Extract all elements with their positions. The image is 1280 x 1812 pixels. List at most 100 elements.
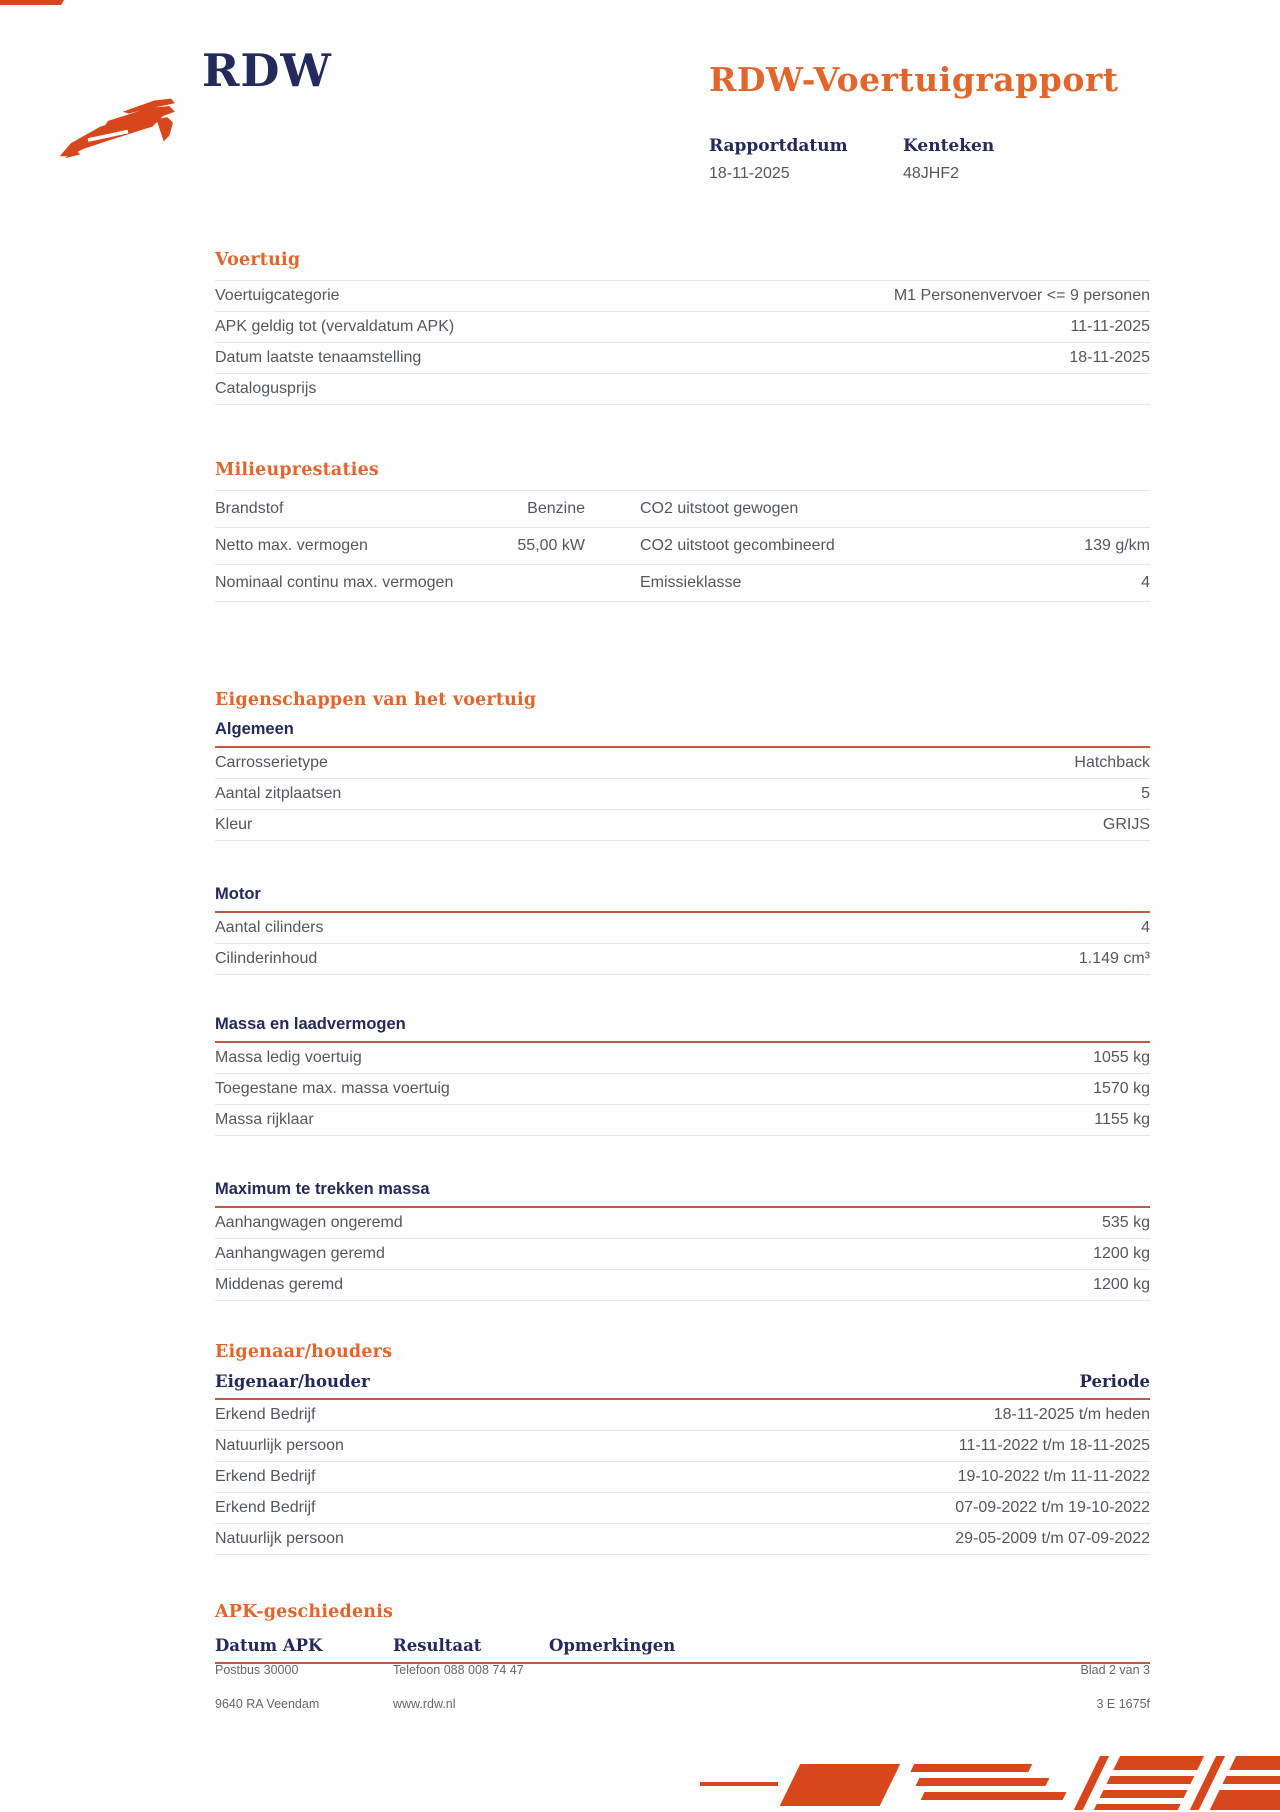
row-label: Aanhangwagen ongeremd bbox=[215, 1214, 403, 1231]
section-title-milieu: Milieuprestaties bbox=[215, 460, 379, 480]
period-cell: 11-11-2022 t/m 18-11-2025 bbox=[958, 1437, 1150, 1454]
trekken-table: Aanhangwagen ongeremd 535 kg Aanhangwage… bbox=[215, 1208, 1150, 1301]
section-voertuig: Voertuig Voertuigcategorie M1 Personenve… bbox=[215, 250, 1150, 405]
section-eigenaar: Eigenaar/houders Eigenaar/houder Periode… bbox=[215, 1342, 1150, 1555]
row-value: 55,00 kW bbox=[517, 537, 585, 554]
row-value: 4 bbox=[1141, 574, 1150, 591]
row-label: Aantal zitplaatsen bbox=[215, 785, 342, 802]
footer-row-1: Postbus 30000 Telefoon 088 008 74 47 Bla… bbox=[215, 1663, 1150, 1677]
table-row: Aanhangwagen ongeremd 535 kg bbox=[215, 1208, 1150, 1239]
row-label: Nominaal continu max. vermogen bbox=[215, 574, 454, 591]
row-value: M1 Personenvervoer <= 9 personen bbox=[893, 287, 1150, 304]
row-label: Toegestane max. massa voertuig bbox=[215, 1080, 450, 1097]
table-row: Datum laatste tenaamstelling 18-11-2025 bbox=[215, 343, 1150, 374]
rdw-logo-bird-icon bbox=[59, 98, 175, 159]
subsection-algemeen: Algemeen Carrosserietype Hatchback Aanta… bbox=[215, 720, 1150, 841]
row-value: 1200 kg bbox=[1093, 1276, 1150, 1293]
owner-cell: Erkend Bedrijf bbox=[215, 1499, 316, 1516]
row-value: GRIJS bbox=[1102, 816, 1150, 833]
section-eigenschappen: Eigenschappen van het voertuig Algemeen … bbox=[215, 690, 1150, 1301]
row-label: Middenas geremd bbox=[215, 1276, 344, 1293]
kenteken-value: 48JHF2 bbox=[903, 165, 960, 182]
title-block: RDW-Voertuigrapport bbox=[709, 60, 1169, 99]
row-label: CO2 uitstoot gecombineerd bbox=[640, 537, 835, 554]
row-label: Voertuigcategorie bbox=[215, 287, 340, 304]
row-value: 5 bbox=[1141, 785, 1150, 802]
brand-wordmark: RDW bbox=[202, 44, 332, 97]
subsection-title: Motor bbox=[215, 885, 1150, 913]
subsection-title: Algemeen bbox=[215, 720, 1150, 748]
footer-row-2: 9640 RA Veendam www.rdw.nl 3 E 1675f bbox=[215, 1697, 1150, 1711]
row-value: 1570 kg bbox=[1093, 1080, 1150, 1097]
table-row: Netto max. vermogen 55,00 kW CO2 uitstoo… bbox=[215, 528, 1150, 565]
period-cell: 29-05-2009 t/m 07-09-2022 bbox=[955, 1530, 1150, 1547]
table-row: Erkend Bedrijf 18-11-2025 t/m heden bbox=[215, 1400, 1150, 1431]
meta-kenteken: Kenteken 48JHF2 bbox=[903, 136, 1097, 183]
top-edge-graphic bbox=[0, 0, 64, 5]
owner-cell: Erkend Bedrijf bbox=[215, 1468, 316, 1485]
row-label: Aanhangwagen geremd bbox=[215, 1245, 385, 1262]
voertuig-table: Voertuigcategorie M1 Personenvervoer <= … bbox=[215, 280, 1150, 405]
row-value: 1055 kg bbox=[1093, 1049, 1150, 1066]
subsection-title: Maximum te trekken massa bbox=[215, 1180, 1150, 1208]
report-meta: Rapportdatum 18-11-2025 Kenteken 48JHF2 bbox=[709, 136, 1097, 183]
row-value: 1.149 cm³ bbox=[1078, 950, 1150, 967]
table-row: Nominaal continu max. vermogen Emissiekl… bbox=[215, 565, 1150, 602]
page-title: RDW-Voertuigrapport bbox=[709, 60, 1119, 99]
table-row: Massa ledig voertuig 1055 kg bbox=[215, 1043, 1150, 1074]
section-milieuprestaties: Milieuprestaties Brandstof Benzine CO2 u… bbox=[215, 460, 1150, 602]
column-header-datum-apk: Datum APK bbox=[215, 1636, 323, 1655]
footer-stripes-graphic bbox=[700, 1756, 1280, 1810]
row-label: Emissieklasse bbox=[640, 574, 742, 591]
table-row: APK geldig tot (vervaldatum APK) 11-11-2… bbox=[215, 312, 1150, 343]
subsection-massa: Massa en laadvermogen Massa ledig voertu… bbox=[215, 1015, 1150, 1136]
subsection-trekken: Maximum te trekken massa Aanhangwagen on… bbox=[215, 1180, 1150, 1301]
row-label: Datum laatste tenaamstelling bbox=[215, 349, 422, 366]
row-label: Massa rijklaar bbox=[215, 1111, 314, 1128]
kenteken-label: Kenteken bbox=[903, 136, 995, 156]
row-value: 11-11-2025 bbox=[1070, 318, 1150, 335]
column-header-owner: Eigenaar/houder bbox=[215, 1372, 370, 1391]
row-label: Aantal cilinders bbox=[215, 919, 324, 936]
row-value: Benzine bbox=[527, 500, 585, 517]
eigenaar-table: Erkend Bedrijf 18-11-2025 t/m heden Natu… bbox=[215, 1400, 1150, 1555]
row-label: CO2 uitstoot gewogen bbox=[640, 500, 799, 517]
table-row: Massa rijklaar 1155 kg bbox=[215, 1105, 1150, 1136]
table-row: Aantal zitplaatsen 5 bbox=[215, 779, 1150, 810]
subsection-motor: Motor Aantal cilinders 4 Cilinderinhoud … bbox=[215, 885, 1150, 975]
section-apk: APK-geschiedenis Datum APK Resultaat Opm… bbox=[215, 1602, 1150, 1664]
row-value: 535 kg bbox=[1101, 1214, 1150, 1231]
row-label: Carrosserietype bbox=[215, 754, 328, 771]
period-cell: 19-10-2022 t/m 11-11-2022 bbox=[957, 1468, 1150, 1485]
table-row: Cilinderinhoud 1.149 cm³ bbox=[215, 944, 1150, 975]
owner-cell: Natuurlijk persoon bbox=[215, 1437, 344, 1454]
section-title-voertuig: Voertuig bbox=[215, 250, 301, 270]
row-value: 1155 kg bbox=[1094, 1111, 1150, 1128]
period-cell: 07-09-2022 t/m 19-10-2022 bbox=[955, 1499, 1150, 1516]
table-row: Natuurlijk persoon 11-11-2022 t/m 18-11-… bbox=[215, 1431, 1150, 1462]
row-value: 4 bbox=[1141, 919, 1150, 936]
table-row: Middenas geremd 1200 kg bbox=[215, 1270, 1150, 1301]
section-title-apk: APK-geschiedenis bbox=[215, 1602, 394, 1622]
row-label: Kleur bbox=[215, 816, 253, 833]
footer-address-postbus: Postbus 30000 bbox=[215, 1663, 299, 1677]
algemeen-table: Carrosserietype Hatchback Aantal zitplaa… bbox=[215, 748, 1150, 841]
period-cell: 18-11-2025 t/m heden bbox=[993, 1406, 1150, 1423]
row-label: Massa ledig voertuig bbox=[215, 1049, 362, 1066]
footer-doc-code: 3 E 1675f bbox=[1096, 1697, 1150, 1711]
milieu-table: Brandstof Benzine CO2 uitstoot gewogen N… bbox=[215, 490, 1150, 602]
row-value: 18-11-2025 bbox=[1069, 349, 1150, 366]
table-row: Catalogusprijs bbox=[215, 374, 1150, 405]
rapportdatum-label: Rapportdatum bbox=[709, 136, 848, 156]
table-row: Erkend Bedrijf 19-10-2022 t/m 11-11-2022 bbox=[215, 1462, 1150, 1493]
rapportdatum-value: 18-11-2025 bbox=[709, 165, 790, 182]
table-row: Toegestane max. massa voertuig 1570 kg bbox=[215, 1074, 1150, 1105]
table-row: Brandstof Benzine CO2 uitstoot gewogen bbox=[215, 491, 1150, 528]
row-label: Catalogusprijs bbox=[215, 380, 317, 397]
footer-page-indicator: Blad 2 van 3 bbox=[1080, 1663, 1151, 1677]
row-value: 1200 kg bbox=[1093, 1245, 1150, 1262]
owner-cell: Natuurlijk persoon bbox=[215, 1530, 344, 1547]
eigenaar-table-header: Eigenaar/houder Periode bbox=[215, 1372, 1150, 1400]
footer-website: www.rdw.nl bbox=[393, 1697, 456, 1711]
motor-table: Aantal cilinders 4 Cilinderinhoud 1.149 … bbox=[215, 913, 1150, 975]
